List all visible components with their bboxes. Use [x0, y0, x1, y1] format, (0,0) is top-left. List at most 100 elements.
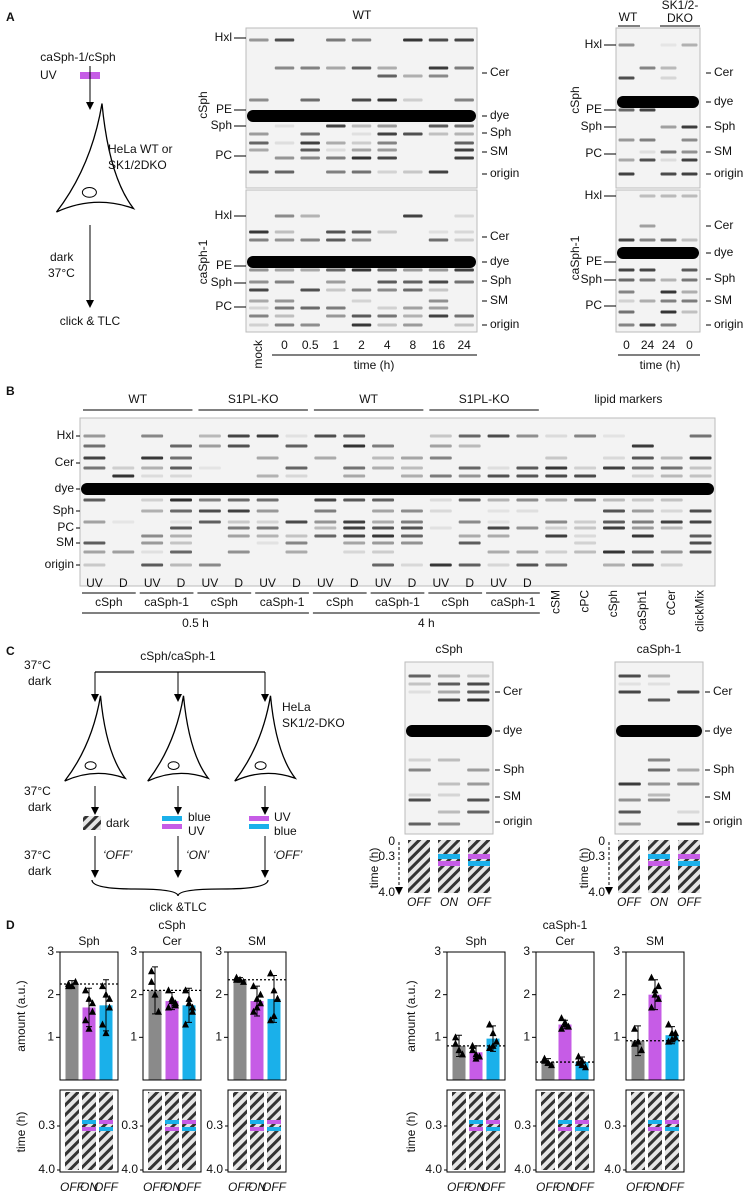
label: 0.5: [302, 338, 319, 352]
label: dark: [50, 250, 74, 264]
gel-band: [400, 509, 423, 513]
label: cSph: [95, 595, 122, 609]
gel-band: [437, 782, 461, 786]
data-point: [65, 982, 72, 990]
label: caSph-1: [375, 595, 420, 609]
gel-band: [372, 509, 395, 513]
stripe: [648, 854, 670, 859]
plot-frame: [535, 951, 595, 1081]
stripe: [182, 1120, 196, 1124]
gel-band: [274, 170, 295, 174]
gel-band: [249, 132, 269, 136]
gel-band: [660, 299, 677, 303]
gel-band: [631, 498, 654, 502]
dark-column: [648, 840, 670, 893]
gel-band: [639, 138, 656, 142]
gel-band: [660, 158, 677, 162]
data-point: [85, 1024, 93, 1032]
gel-band: [372, 541, 395, 545]
gel-band: [631, 526, 654, 530]
gel-band: [631, 534, 654, 538]
gel-band: [351, 38, 372, 42]
panel-label: B: [6, 384, 15, 398]
gel-band: [351, 288, 372, 292]
gel-band: [487, 474, 510, 478]
gel-band: [639, 224, 656, 228]
gel-band: [467, 810, 490, 814]
label: 4.0: [121, 1162, 138, 1176]
gel-band: [274, 38, 295, 42]
gel-band: [660, 238, 677, 242]
stripe: [182, 1127, 196, 1131]
gel-band: [467, 782, 490, 786]
gel-band: [400, 526, 423, 530]
gel-band: [454, 132, 474, 136]
label: DKO: [667, 11, 693, 25]
label: D: [523, 576, 532, 590]
gel-band: [545, 434, 568, 438]
gel-band: [618, 798, 641, 802]
data-point: [665, 1037, 672, 1045]
label: cCer: [664, 590, 678, 615]
data-point: [82, 986, 89, 994]
gel-band: [377, 132, 397, 136]
label: OFF: [626, 1180, 651, 1194]
plot-title: Sph: [78, 934, 99, 948]
label: caSph-1/cSph: [40, 50, 115, 64]
label: UV: [259, 576, 276, 590]
data-point: [267, 1016, 274, 1024]
gel-band: [660, 526, 683, 530]
data-point: [648, 973, 655, 981]
gel-band: [198, 444, 221, 448]
gel-band: [681, 158, 698, 162]
gel-band: [660, 323, 677, 327]
label: OFF: [143, 1180, 168, 1194]
label: OFF: [660, 1180, 685, 1194]
gel-band: [574, 434, 597, 438]
gel-band: [300, 98, 320, 102]
data-point: [270, 986, 278, 994]
gel: [79, 417, 716, 587]
gel-band: [631, 520, 654, 524]
gel-band: [326, 306, 346, 310]
label: 0: [623, 338, 630, 352]
label: SK1/2DKO: [108, 158, 167, 172]
gel-band: [429, 456, 452, 460]
gel-band: [639, 66, 656, 70]
gel-band: [343, 434, 366, 438]
band-label: PE: [586, 254, 602, 268]
gel-band: [639, 238, 656, 242]
gel-band: [400, 456, 423, 460]
data-point: [651, 986, 659, 994]
gel-band: [437, 674, 461, 678]
gel-band: [545, 520, 568, 524]
gel-band: [351, 238, 372, 242]
label: time (h): [367, 848, 381, 889]
gel-band: [516, 550, 539, 554]
band-label: dye: [55, 481, 75, 495]
gel-band: [660, 456, 683, 460]
gel-band: [141, 534, 164, 538]
band-label: SM: [713, 789, 731, 803]
data-point: [274, 994, 281, 1002]
dark-column: [452, 1092, 466, 1170]
gel-band: [403, 268, 423, 272]
label: 37°C: [24, 848, 51, 862]
band-label: SM: [490, 293, 508, 307]
gel-band: [400, 534, 423, 538]
gel-band: [660, 466, 683, 470]
label: 8: [409, 338, 416, 352]
gel-band: [618, 108, 635, 112]
gel-band: [377, 323, 397, 327]
gel-band: [681, 125, 698, 129]
gel-band: [326, 170, 346, 174]
data-point: [89, 1007, 96, 1015]
label: ON: [646, 1180, 664, 1194]
gel-band: [408, 822, 431, 826]
gel-band: [618, 138, 635, 142]
label: dark: [106, 816, 130, 830]
label: D: [177, 576, 186, 590]
label: WT: [128, 392, 147, 406]
gel-band: [660, 550, 683, 554]
gel-band: [545, 456, 568, 460]
